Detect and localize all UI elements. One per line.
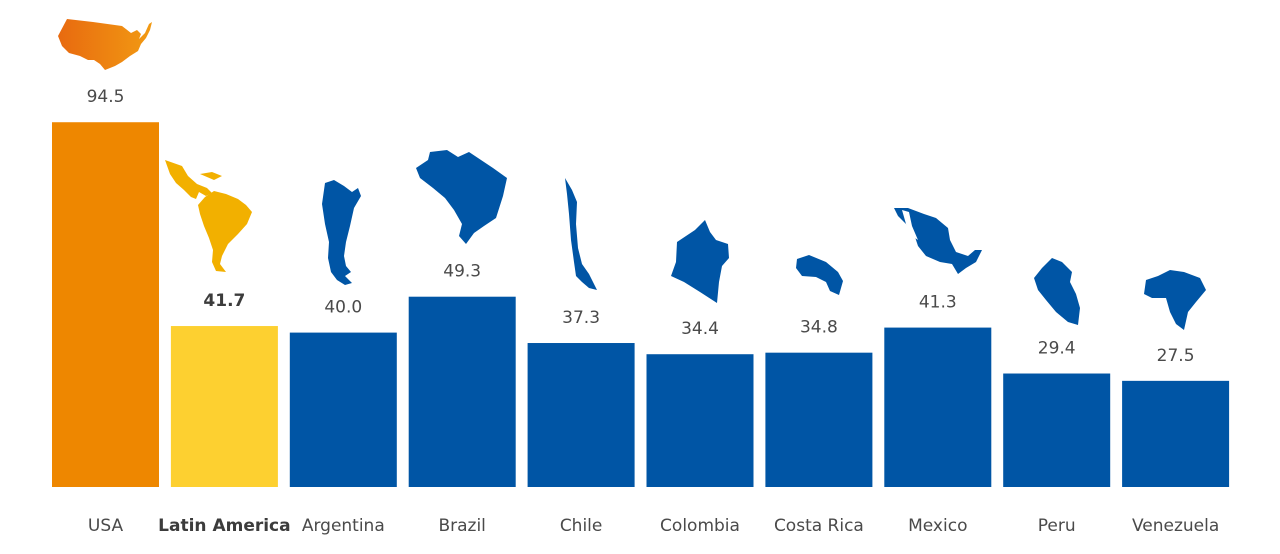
category-label-mexico: Mexico xyxy=(908,516,967,536)
usa-map-icon xyxy=(58,19,152,70)
bar-mexico xyxy=(884,327,992,487)
category-label-colombia: Colombia xyxy=(660,516,740,536)
category-label-brazil: Brazil xyxy=(438,516,485,536)
category-label-venezuela: Venezuela xyxy=(1132,516,1219,536)
brazil-map-icon xyxy=(416,150,507,244)
bar-peru xyxy=(1003,373,1111,487)
category-labels: USA Latin America Argentina Brazil Chile Colo… xyxy=(88,516,1219,536)
value-labels: 94.5 41.7 40.0 49.3 37.3 34.4 34.8 41.3 29.4 27.5 xyxy=(87,87,1195,366)
bar-venezuela xyxy=(1122,380,1230,487)
colombia-map-icon xyxy=(671,220,729,303)
bars xyxy=(52,122,1230,487)
category-label-argentina: Argentina xyxy=(302,516,385,536)
bar-argentina xyxy=(289,332,397,487)
bar-costa-rica xyxy=(765,352,873,487)
value-label-venezuela: 27.5 xyxy=(1157,346,1195,366)
argentina-map-icon xyxy=(322,180,361,285)
costa-rica-map-icon xyxy=(796,255,843,295)
chile-map-icon xyxy=(565,178,597,290)
latin-america-map-icon xyxy=(165,160,252,272)
bar-colombia xyxy=(646,354,754,487)
bar-brazil xyxy=(408,296,516,487)
category-label-chile: Chile xyxy=(560,516,603,536)
mexico-map-icon xyxy=(894,208,982,274)
peru-map-icon xyxy=(1034,258,1080,325)
bar-usa xyxy=(52,122,159,487)
value-label-colombia: 34.4 xyxy=(681,319,719,339)
value-label-costa-rica: 34.8 xyxy=(800,318,838,338)
value-label-argentina: 40.0 xyxy=(324,298,362,318)
value-label-peru: 29.4 xyxy=(1038,339,1076,359)
value-label-mexico: 41.3 xyxy=(919,293,957,313)
value-label-latin-america: 41.7 xyxy=(203,291,245,311)
category-label-costa-rica: Costa Rica xyxy=(774,516,864,536)
bar-latin-america xyxy=(170,326,278,487)
value-label-usa: 94.5 xyxy=(87,87,125,107)
value-label-brazil: 49.3 xyxy=(443,262,481,282)
category-label-peru: Peru xyxy=(1038,516,1076,536)
bar-chile xyxy=(527,343,635,487)
category-label-latin-america: Latin America xyxy=(158,516,290,536)
category-label-usa: USA xyxy=(88,516,124,536)
value-label-chile: 37.3 xyxy=(562,308,600,328)
venezuela-map-icon xyxy=(1144,270,1206,330)
